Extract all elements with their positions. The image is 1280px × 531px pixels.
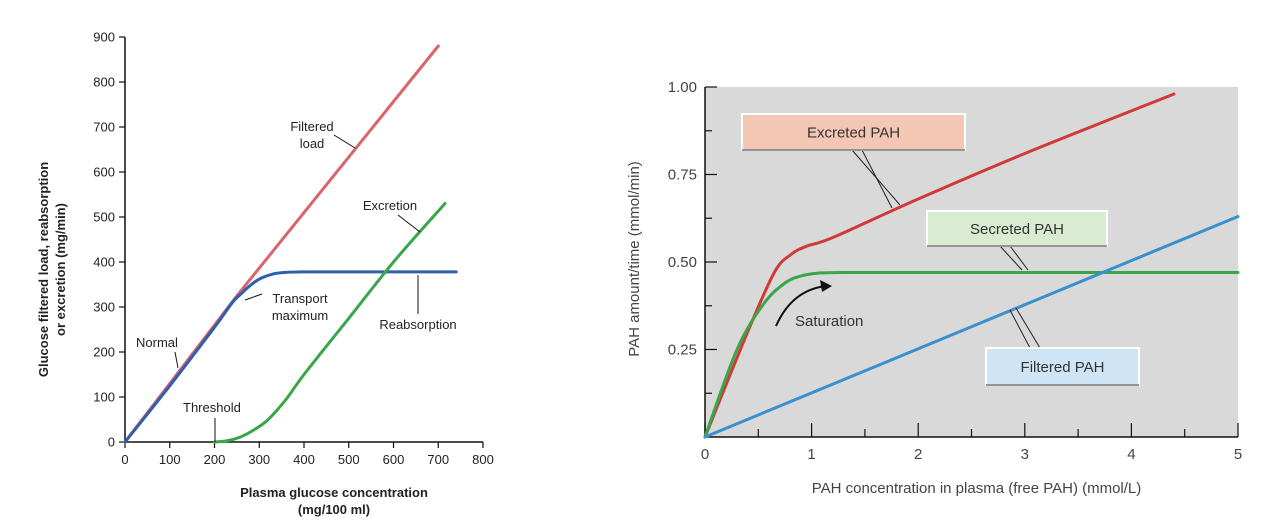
x-tick-label: 100 xyxy=(159,452,181,467)
legend-excreted-pah: Excreted PAH xyxy=(741,113,966,209)
x-tick-label: 500 xyxy=(338,452,360,467)
x-tick-label: 0 xyxy=(121,452,128,467)
leader-line xyxy=(174,351,179,369)
y-tick-label: 600 xyxy=(93,165,115,180)
y-tick-label: 900 xyxy=(93,30,115,45)
annotation-transport-maximum: Transport maximum xyxy=(272,291,328,323)
y-tick-label: 1.00 xyxy=(668,79,697,96)
legend-box xyxy=(741,113,966,151)
leader-line xyxy=(244,293,263,301)
annotation-threshold: Threshold xyxy=(183,400,241,415)
y-tick-label: 800 xyxy=(93,75,115,90)
excretion-line xyxy=(213,202,447,444)
x-tick-label: 1 xyxy=(807,446,815,463)
y-tick-label: 500 xyxy=(93,210,115,225)
x-tick-label: 400 xyxy=(293,452,315,467)
y-tick-label: 400 xyxy=(93,255,115,270)
annotation-saturation: Saturation xyxy=(795,313,863,330)
arrow-head-icon xyxy=(820,280,832,292)
x-tick-label: 2 xyxy=(914,446,922,463)
x-tick-label: 800 xyxy=(472,452,494,467)
y-tick-label: 300 xyxy=(93,300,115,315)
y-tick-label: 700 xyxy=(93,120,115,135)
secreted-pah-line xyxy=(703,270,1240,439)
x-axis-label: PAH concentration in plasma (free PAH) (… xyxy=(812,480,1142,497)
x-tick-label: 300 xyxy=(248,452,270,467)
y-tick-label: 100 xyxy=(93,390,115,405)
glucose-chart: 0 100 200 300 400 500 600 700 800 0 100 200 300 400 50… xyxy=(36,30,494,518)
y-tick-label: 0 xyxy=(108,435,115,450)
y-tick-label: 0.75 xyxy=(668,167,697,184)
leader-line xyxy=(861,149,893,209)
x-tick-label: 0 xyxy=(701,446,709,463)
pah-chart: 0 1 2 3 4 5 0.25 0.50 0.75 1.00 PAH concentration … xyxy=(626,79,1242,497)
leader-line xyxy=(397,214,421,233)
legend-label: Secreted PAH xyxy=(970,221,1064,238)
legend-filtered-pah: Filtered PAH xyxy=(985,307,1140,386)
reabsorption-line xyxy=(123,270,458,444)
x-tick-label: 4 xyxy=(1127,446,1135,463)
leader-line xyxy=(333,134,356,149)
legend-label: Excreted PAH xyxy=(807,125,900,142)
leader-line xyxy=(1009,309,1031,349)
saturation-arrow xyxy=(775,285,827,327)
legend-label: Filtered PAH xyxy=(1021,359,1105,376)
x-tick-label: 600 xyxy=(383,452,405,467)
y-tick-label: 0.50 xyxy=(668,254,697,271)
x-tick-label: 5 xyxy=(1234,446,1242,463)
annotation-excretion: Excretion xyxy=(363,198,417,213)
annotation-reabsorption: Reabsorption xyxy=(379,317,456,332)
x-tick-label: 200 xyxy=(204,452,226,467)
y-axis-label: Glucose filtered load, reabsorption or ex… xyxy=(36,162,68,377)
x-axis-label: Plasma glucose concentration (mg/100 ml) xyxy=(240,485,428,517)
filtered-pah-line xyxy=(703,215,1240,439)
leader-line xyxy=(999,245,1023,271)
x-tick-label: 700 xyxy=(427,452,449,467)
leader-line xyxy=(1009,245,1029,271)
leader-line xyxy=(1015,307,1041,349)
y-tick-label: 0.25 xyxy=(668,342,697,359)
legend-secreted-pah: Secreted PAH xyxy=(926,210,1108,271)
x-tick-label: 3 xyxy=(1021,446,1029,463)
annotation-normal: Normal xyxy=(136,335,178,350)
y-axis-label: PAH amount/time (mmol/min) xyxy=(626,161,643,357)
annotation-filtered-load: Filtered load xyxy=(290,119,333,151)
y-tick-label: 200 xyxy=(93,345,115,360)
